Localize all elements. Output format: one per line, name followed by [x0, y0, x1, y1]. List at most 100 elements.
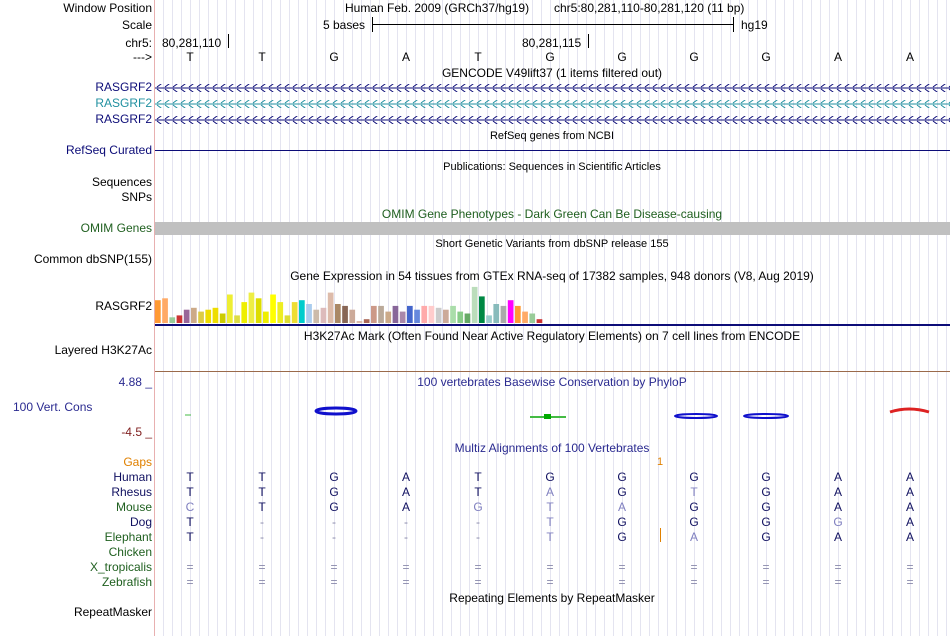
gtex-tissue-bar[interactable]: [507, 300, 514, 323]
repeatmasker-label[interactable]: RepeatMasker: [73, 605, 152, 619]
gtex-tissue-bar[interactable]: [529, 313, 536, 324]
dbsnp-track-title[interactable]: Short Genetic Variants from dbSNP releas…: [435, 238, 669, 250]
alignment-base: G: [617, 515, 627, 529]
omim-track-title[interactable]: OMIM Gene Phenotypes - Dark Green Can Be…: [381, 207, 723, 221]
gtex-tissue-bar[interactable]: [327, 292, 334, 323]
gtex-tissue-bar[interactable]: [255, 298, 262, 323]
gtex-tissue-bar[interactable]: [277, 302, 284, 323]
species-label-elephant[interactable]: Elephant: [104, 530, 152, 544]
gtex-tissue-bar[interactable]: [536, 319, 543, 323]
scale-label: Scale: [121, 18, 152, 32]
gencode-gene-lines[interactable]: [155, 80, 950, 128]
refseq-curated-label[interactable]: RefSeq Curated: [65, 143, 152, 157]
gtex-tissue-bar[interactable]: [385, 311, 392, 323]
gtex-tissue-bar[interactable]: [443, 309, 449, 323]
gtex-tissue-bar[interactable]: [515, 305, 521, 323]
gtex-tissue-bar[interactable]: [522, 311, 528, 323]
gtex-tissue-bar[interactable]: [392, 305, 399, 323]
gtex-tissue-bar[interactable]: [176, 315, 183, 323]
species-label-chicken[interactable]: Chicken: [108, 545, 152, 559]
gtex-tissue-bar[interactable]: [270, 294, 276, 324]
track-image[interactable]: Human Feb. 2009 (GRCh37/hg19) chr5:80,28…: [155, 0, 950, 636]
gencode-track-title[interactable]: GENCODE V49lift37 (1 items filtered out): [441, 66, 663, 80]
gtex-tissue-bar[interactable]: [457, 311, 464, 323]
species-label-x-tropicalis[interactable]: X_tropicalis: [89, 560, 152, 574]
alignment-base: =: [402, 560, 410, 574]
gtex-tissue-bar[interactable]: [191, 307, 197, 323]
h3k27ac-track-title[interactable]: H3K27Ac Mark (Often Found Near Active Re…: [303, 329, 801, 343]
refseq-gene-line[interactable]: [155, 150, 950, 151]
gtex-tissue-bar[interactable]: [471, 286, 478, 323]
guide-line: [604, 0, 605, 636]
gtex-tissue-bar[interactable]: [183, 309, 190, 323]
gtex-tissue-bar[interactable]: [486, 315, 492, 323]
gtex-expression-bars[interactable]: [155, 283, 950, 327]
gtex-tissue-bar[interactable]: [356, 321, 363, 323]
gtex-tissue-bar[interactable]: [320, 307, 327, 323]
multiz-track-title[interactable]: Multiz Alignments of 100 Vertebrates: [454, 441, 650, 455]
gtex-tissue-bar[interactable]: [450, 305, 456, 323]
gtex-tissue-bar[interactable]: [464, 313, 471, 324]
gtex-tissue-bar[interactable]: [169, 317, 176, 323]
gtex-tissue-bar[interactable]: [428, 305, 435, 323]
guide-line: [685, 0, 686, 636]
species-label-rhesus[interactable]: Rhesus: [111, 485, 152, 499]
gtex-tissue-bar[interactable]: [284, 315, 291, 323]
gtex-tissue-bar[interactable]: [263, 311, 269, 323]
gtex-tissue-bar[interactable]: [291, 302, 298, 323]
gtex-tissue-bar[interactable]: [363, 319, 370, 323]
gencode-gene-label-3[interactable]: RASGRF2: [95, 112, 152, 126]
gtex-tissue-bar[interactable]: [335, 304, 341, 323]
gtex-tissue-bar[interactable]: [155, 300, 161, 323]
vert-cons-label[interactable]: 100 Vert. Cons: [13, 400, 93, 414]
species-label-dog[interactable]: Dog: [129, 515, 152, 529]
gencode-gene-label-2[interactable]: RASGRF2: [95, 96, 152, 110]
gtex-tissue-bar[interactable]: [378, 305, 384, 323]
gtex-tissue-bar[interactable]: [299, 300, 305, 323]
species-label-human[interactable]: Human: [113, 470, 152, 484]
snps-label[interactable]: SNPs: [121, 190, 152, 204]
gtex-tissue-bar[interactable]: [198, 311, 204, 323]
gtex-tissue-bar[interactable]: [435, 307, 442, 323]
repeatmasker-track-title[interactable]: Repeating Elements by RepeatMasker: [449, 591, 655, 605]
omim-genes-label[interactable]: OMIM Genes: [80, 221, 152, 235]
gtex-tissue-bar[interactable]: [241, 302, 248, 323]
publications-track-title[interactable]: Publications: Sequences in Scientific Ar…: [443, 161, 661, 173]
gtex-tissue-bar[interactable]: [205, 309, 212, 323]
gtex-tissue-bar[interactable]: [479, 296, 485, 323]
gtex-tissue-bar[interactable]: [349, 309, 356, 323]
refseq-track-title[interactable]: RefSeq genes from NCBI: [489, 130, 615, 142]
gtex-tissue-bar[interactable]: [500, 305, 507, 323]
alignment-base: =: [330, 575, 338, 589]
omim-gene-bar[interactable]: [155, 222, 950, 235]
common-dbsnp-label[interactable]: Common dbSNP(155): [33, 252, 152, 266]
gtex-tissue-bar[interactable]: [234, 315, 240, 323]
coordinate-1: 80,281,110: [162, 36, 222, 50]
gtex-tissue-bar[interactable]: [342, 305, 348, 323]
gtex-tissue-bar[interactable]: [399, 311, 406, 323]
gtex-tissue-bar[interactable]: [407, 305, 413, 323]
guide-line: [946, 0, 947, 636]
gtex-tissue-bar[interactable]: [371, 305, 377, 323]
gtex-tissue-bar[interactable]: [313, 309, 320, 323]
gtex-tissue-bar[interactable]: [219, 313, 226, 324]
alignment-base: =: [330, 560, 338, 574]
gtex-tissue-bar[interactable]: [248, 292, 255, 323]
reference-base: G: [761, 50, 771, 64]
gtex-tissue-bar[interactable]: [227, 294, 233, 324]
gtex-tissue-bar[interactable]: [493, 304, 500, 323]
gtex-tissue-bar[interactable]: [421, 305, 428, 323]
gtex-gene-label[interactable]: RASGRF2: [95, 299, 152, 313]
species-label-zebrafish[interactable]: Zebrafish: [101, 575, 152, 589]
phylop-track-title[interactable]: 100 vertebrates Basewise Conservation by…: [417, 375, 687, 389]
gencode-gene-label-1[interactable]: RASGRF2: [95, 80, 152, 94]
gtex-tissue-bar[interactable]: [162, 298, 168, 323]
layered-h3k27ac-label[interactable]: Layered H3K27Ac: [54, 343, 152, 357]
phylop-logo[interactable]: [155, 398, 950, 428]
gtex-track-title[interactable]: Gene Expression in 54 tissues from GTEx …: [290, 269, 814, 283]
gtex-tissue-bar[interactable]: [414, 309, 420, 323]
gtex-tissue-bar[interactable]: [306, 304, 312, 323]
species-label-mouse[interactable]: Mouse: [115, 500, 152, 514]
sequences-label[interactable]: Sequences: [91, 175, 152, 189]
gtex-tissue-bar[interactable]: [212, 307, 219, 323]
